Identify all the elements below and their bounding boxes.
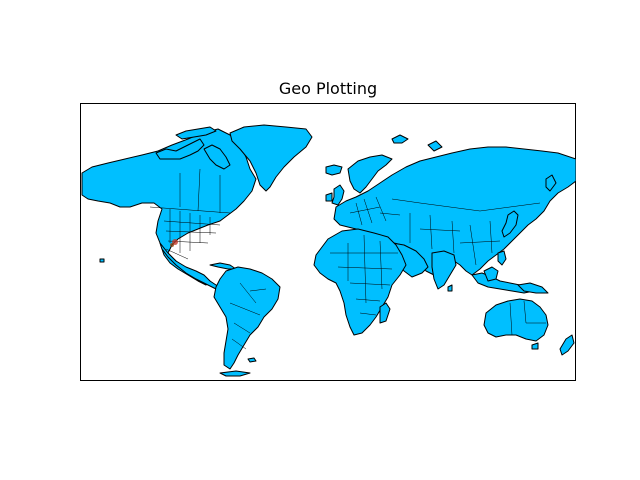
australia-borders — [509, 300, 546, 336]
hawaii — [99, 258, 105, 263]
map-marker — [170, 243, 174, 247]
scandinavia — [347, 154, 393, 194]
africa-borders — [330, 234, 398, 316]
new-guinea — [517, 282, 549, 294]
new-zealand — [559, 334, 575, 356]
mexico-border — [165, 248, 189, 260]
greenland — [229, 124, 313, 192]
europe-borders — [349, 196, 401, 226]
falkland-islands — [247, 357, 257, 363]
borneo — [483, 266, 499, 282]
south-america-borders — [229, 282, 267, 350]
russia-border — [391, 198, 541, 212]
madagascar — [379, 302, 391, 324]
land-masses — [81, 124, 576, 377]
svalbard — [391, 134, 409, 144]
arctic-archipelago-north — [175, 126, 217, 140]
africa — [313, 228, 407, 336]
kamchatka — [545, 174, 557, 192]
arctic-islands — [155, 138, 205, 160]
great-britain — [331, 184, 345, 206]
philippines — [497, 250, 507, 266]
antarctica-fragment — [219, 370, 251, 377]
map-axes — [80, 103, 576, 381]
us-canada-border — [149, 206, 231, 214]
sri-lanka — [447, 284, 453, 292]
canada-provinces — [179, 168, 221, 213]
world-map — [80, 103, 576, 381]
map-marker — [172, 239, 178, 245]
asia-borders — [409, 213, 501, 266]
south-america — [213, 266, 281, 370]
ireland — [325, 192, 333, 202]
australia — [483, 298, 549, 342]
tasmania — [531, 342, 539, 350]
indian-subcontinent — [431, 250, 457, 290]
japan — [501, 210, 519, 238]
country-borders — [149, 168, 546, 350]
data-markers — [170, 239, 178, 247]
novaya-zemlya — [427, 140, 443, 152]
iceland — [325, 164, 343, 176]
baffin-island — [203, 144, 231, 170]
map-title: Geo Plotting — [278, 79, 378, 98]
